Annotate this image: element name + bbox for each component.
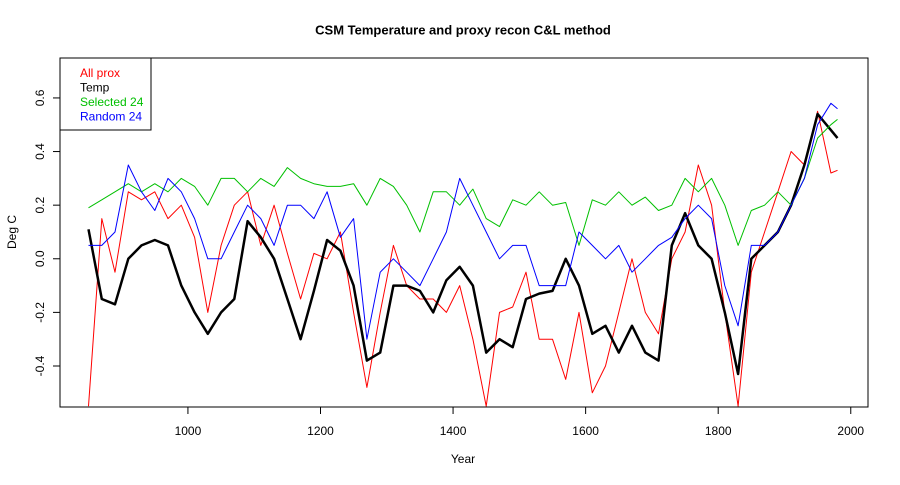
x-tick-label: 1200 bbox=[307, 424, 334, 438]
legend-label: Temp bbox=[80, 81, 110, 95]
series-line bbox=[87, 112, 839, 376]
y-tick-label: 0.6 bbox=[33, 89, 47, 106]
y-tick-label: 0.0 bbox=[33, 250, 47, 267]
y-tick-label: 0.4 bbox=[33, 143, 47, 160]
series-line bbox=[88, 102, 838, 340]
x-tick-label: 2000 bbox=[837, 424, 864, 438]
y-tick-label: 0.2 bbox=[33, 196, 47, 213]
legend-label: All prox bbox=[80, 66, 120, 80]
y-axis-label: Deg C bbox=[5, 215, 19, 249]
y-tick-label: -0.2 bbox=[33, 302, 47, 323]
series-line bbox=[88, 119, 838, 246]
x-tick-label: 1400 bbox=[440, 424, 467, 438]
x-tick-label: 1600 bbox=[572, 424, 599, 438]
y-tick-label: -0.4 bbox=[33, 355, 47, 376]
x-axis-label: Year bbox=[451, 452, 475, 466]
x-tick-label: 1000 bbox=[175, 424, 202, 438]
plot-frame bbox=[59, 57, 869, 408]
legend-label: Selected 24 bbox=[80, 95, 144, 109]
legend-label: Random 24 bbox=[80, 110, 142, 124]
legend-box bbox=[59, 57, 152, 131]
chart-title: CSM Temperature and proxy recon C&L meth… bbox=[315, 22, 611, 37]
series-line bbox=[88, 110, 838, 407]
x-tick-label: 1800 bbox=[705, 424, 732, 438]
